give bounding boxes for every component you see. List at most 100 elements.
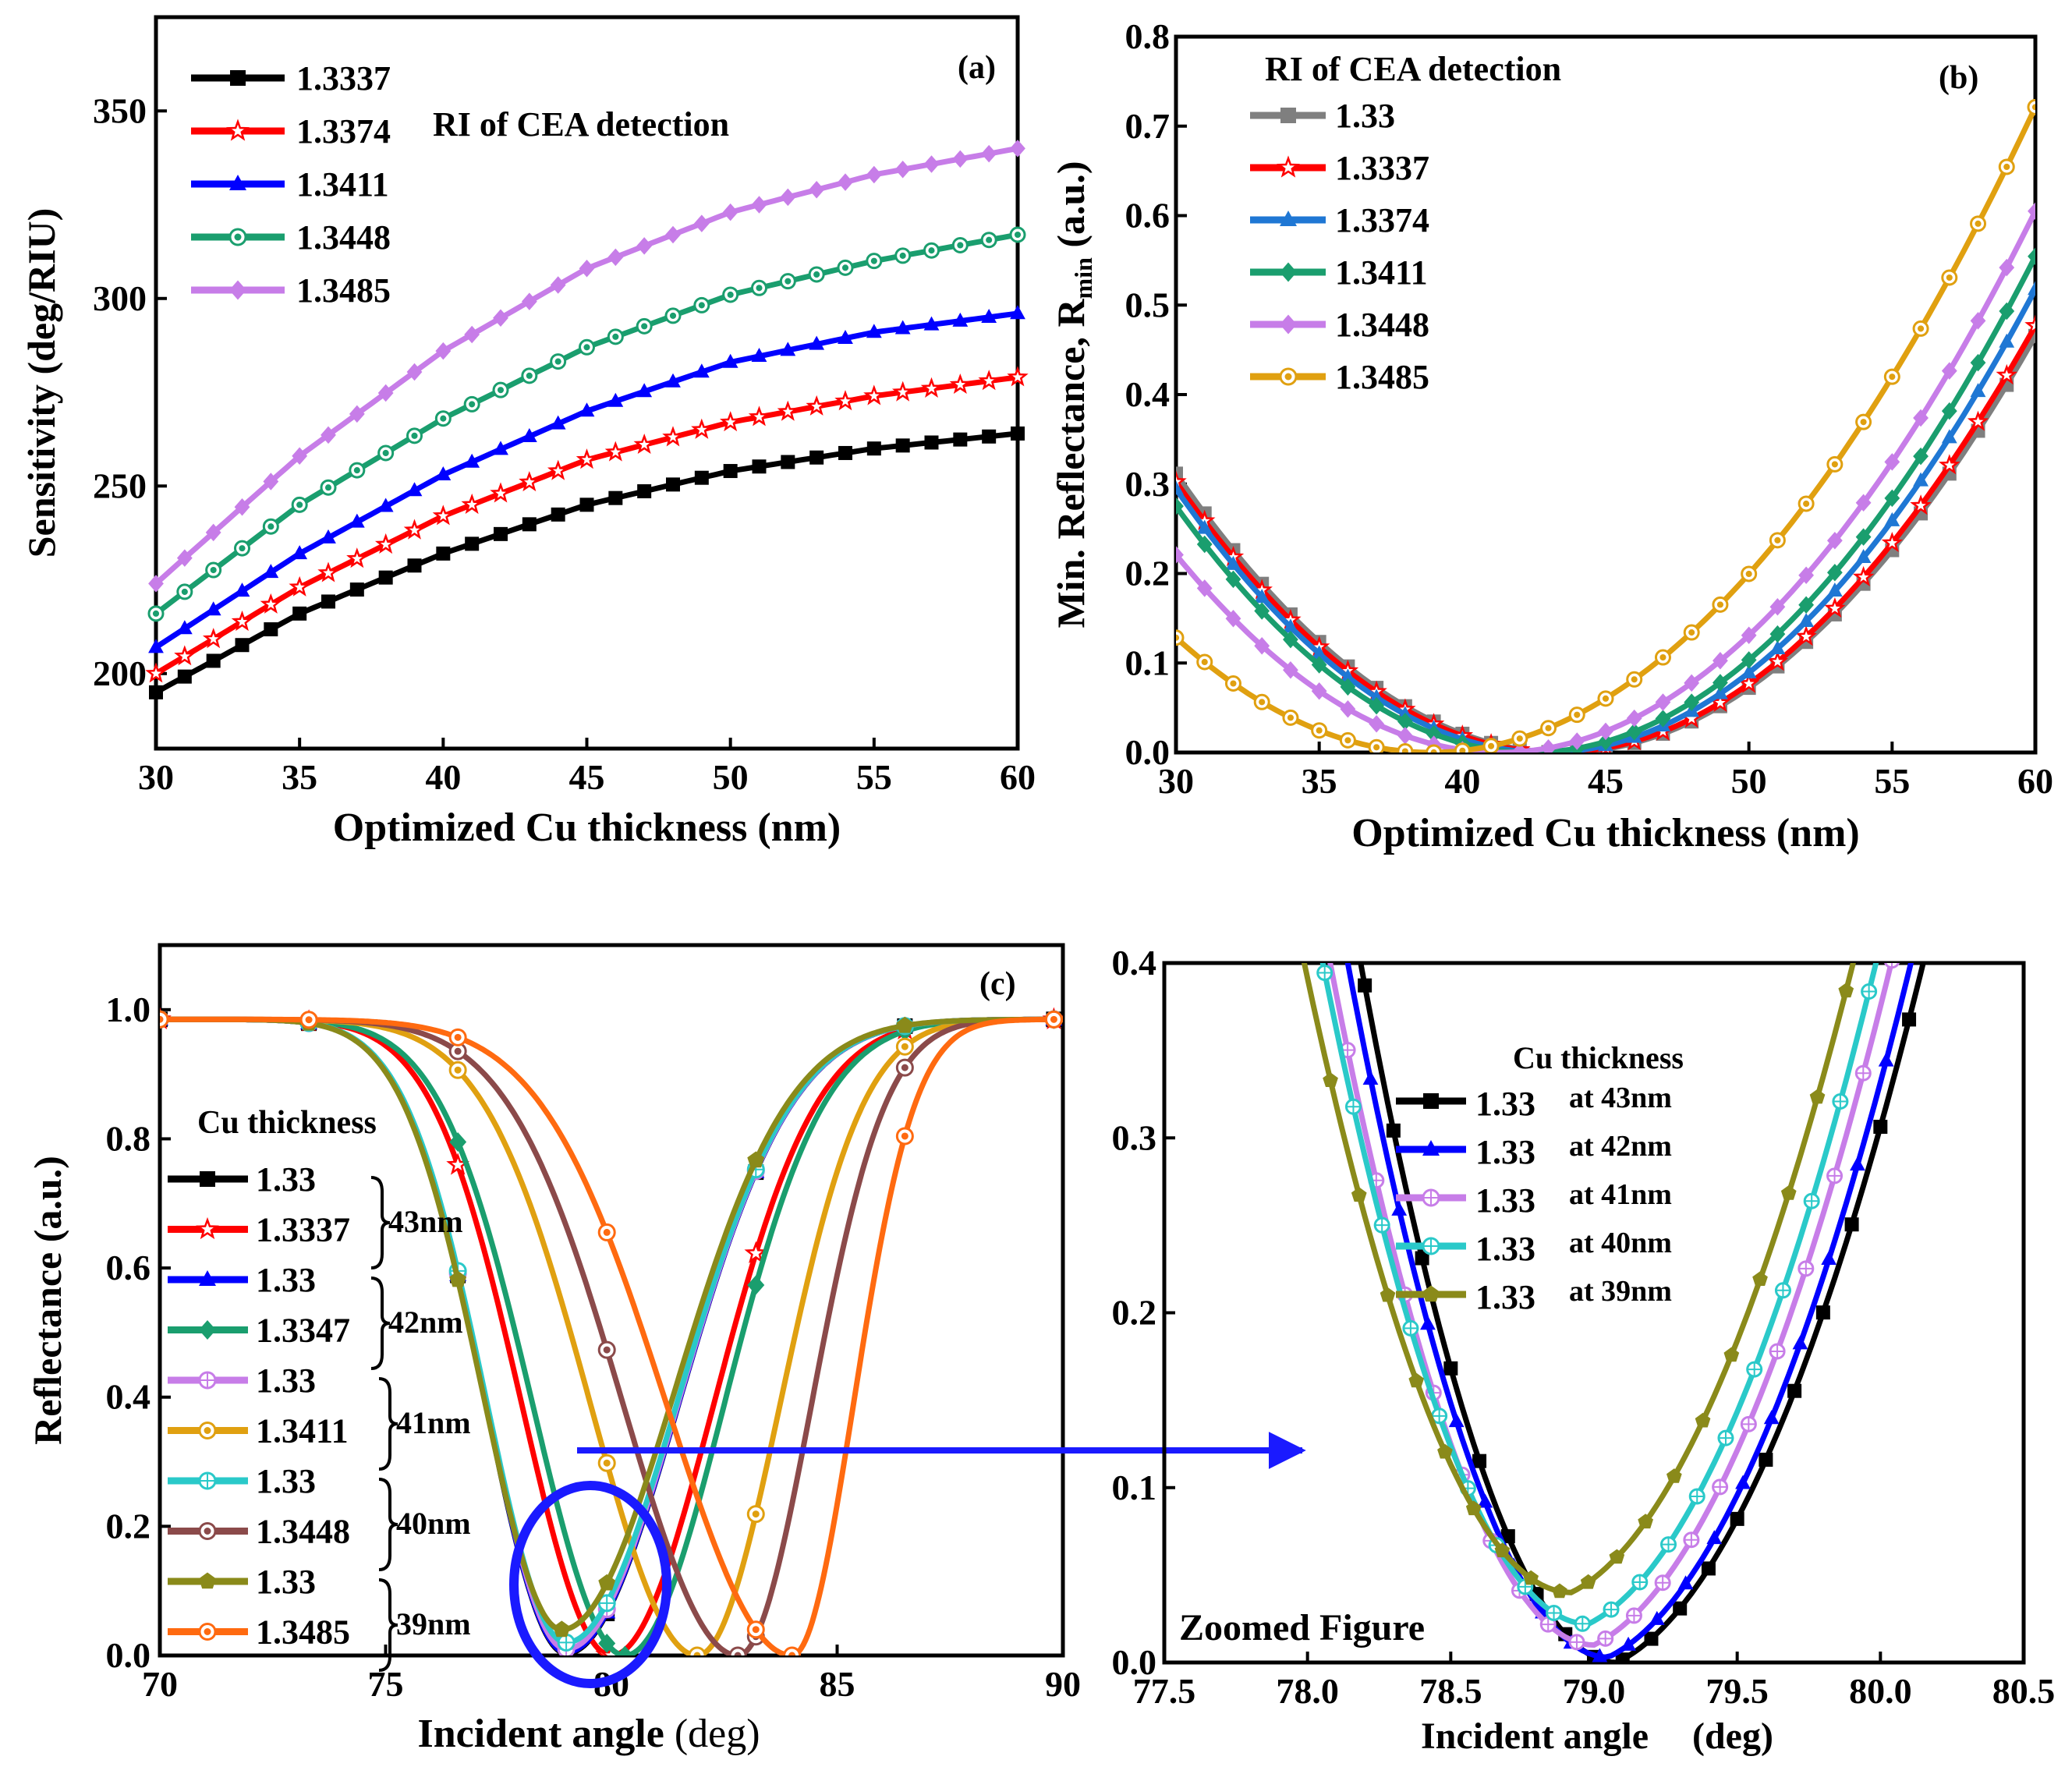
b-point — [1999, 258, 2015, 277]
a-point — [838, 173, 853, 191]
a-point — [982, 429, 997, 444]
b-y-tick-label: 0.4 — [1125, 374, 1171, 414]
b-point-core — [1574, 711, 1581, 718]
c-y-tick-label: 1.0 — [106, 990, 151, 1029]
c-legend-label: 1.3448 — [256, 1513, 350, 1551]
d-line — [1319, 963, 1879, 1627]
a-point — [579, 497, 594, 512]
a-point — [1007, 366, 1029, 387]
d-point — [1214, 0, 1228, 5]
d-point — [1580, 1574, 1596, 1589]
a-point — [665, 373, 681, 388]
a-point — [464, 325, 480, 344]
d-point — [1977, 441, 1991, 455]
d-point — [1415, 1251, 1429, 1266]
b-point — [1824, 597, 1846, 618]
b-point — [1626, 723, 1642, 741]
c-point-core — [603, 1459, 611, 1467]
c-point-core — [454, 1047, 462, 1055]
b-line-1.33 — [1176, 335, 2035, 752]
b-point — [1996, 363, 2017, 385]
c-point-core — [901, 1043, 908, 1050]
c-point — [598, 1574, 616, 1591]
a-legend-marker — [230, 70, 246, 86]
a-point — [920, 377, 943, 398]
a-point — [924, 435, 939, 450]
d-point — [1465, 1500, 1482, 1516]
a-point-core — [469, 401, 476, 408]
d-point — [1706, 1530, 1723, 1545]
c-point — [449, 1270, 467, 1287]
a-point — [349, 405, 365, 423]
a-point — [205, 601, 221, 616]
d-x-tick-label: 77.5 — [1133, 1671, 1196, 1711]
d-point — [1780, 1185, 1797, 1200]
b-point — [1655, 693, 1671, 711]
b-point — [1881, 531, 1904, 553]
a-point — [780, 342, 796, 356]
a-point — [145, 662, 167, 683]
a-x-tick-label: 55 — [856, 757, 892, 797]
b-x-tick-label: 50 — [1731, 761, 1767, 801]
b-point — [2028, 247, 2035, 265]
a-point-core — [296, 501, 303, 508]
d-line — [1327, 963, 1894, 1648]
c-group-label: 41nm — [396, 1405, 471, 1440]
a-point — [949, 373, 972, 395]
b-legend-marker — [1280, 211, 1297, 226]
c-legend-label: 1.3347 — [256, 1312, 350, 1350]
c-legend-marker — [199, 1270, 216, 1286]
b-legend-label: 1.3448 — [1335, 306, 1429, 344]
c-legend-label: 1.33 — [256, 1563, 316, 1601]
d-point — [1942, 698, 1956, 712]
c-legend-entry: 1.33 — [168, 1261, 316, 1299]
d-y-tick-label: 0.0 — [1112, 1642, 1157, 1682]
d-legend-label: 1.33 — [1475, 1085, 1535, 1123]
a-legend-marker-core — [234, 233, 242, 241]
d-point — [1867, 866, 1883, 881]
a-point — [521, 427, 537, 442]
b-point-core — [1488, 742, 1495, 749]
a-point — [174, 645, 196, 666]
a-point — [722, 203, 738, 221]
c-legend-entry: 1.33 — [168, 1361, 316, 1400]
a-point — [866, 165, 882, 184]
a-point-core — [612, 333, 619, 340]
c-point-min — [728, 1646, 747, 1655]
d-y-tick-label: 0.2 — [1112, 1293, 1157, 1333]
d-point — [1620, 1636, 1636, 1651]
a-point — [748, 405, 770, 427]
panel-b-legend-title: RI of CEA detection — [1265, 50, 1561, 88]
a-point — [378, 570, 393, 585]
a-point — [551, 507, 565, 522]
a-point — [493, 441, 508, 455]
a-point — [292, 447, 308, 466]
a-y-axis-label: Sensitivity (deg/RIU) — [19, 208, 63, 558]
b-point — [1941, 429, 1957, 444]
a-point — [374, 533, 397, 554]
b-legend-label: 1.3411 — [1335, 253, 1428, 292]
c-y-tick-label: 0.2 — [106, 1506, 151, 1546]
b-point — [1283, 618, 1298, 633]
b-point — [1999, 333, 2015, 348]
a-point — [894, 320, 911, 335]
c-group-brace: 41nm — [378, 1377, 471, 1471]
a-point — [490, 482, 512, 503]
a-point — [952, 150, 969, 168]
d-point — [1220, 164, 1235, 178]
b-point — [1798, 596, 1815, 614]
d-point — [1443, 1361, 1458, 1376]
b-point — [1826, 582, 1843, 597]
c-group-brace: 39nm — [378, 1578, 471, 1672]
b-legend-entry: 1.33 — [1250, 97, 1395, 135]
b-point — [1913, 409, 1929, 427]
d-point — [1448, 1413, 1465, 1428]
d-point — [1838, 983, 1854, 998]
a-point — [608, 490, 623, 505]
c-legend-label: 1.33 — [256, 1261, 316, 1299]
a-point — [693, 214, 710, 232]
c-point-core — [454, 1066, 462, 1074]
d-x-tick-label: 78.5 — [1419, 1671, 1482, 1711]
d-point — [1902, 1012, 1917, 1027]
c-point-core — [752, 1510, 760, 1518]
